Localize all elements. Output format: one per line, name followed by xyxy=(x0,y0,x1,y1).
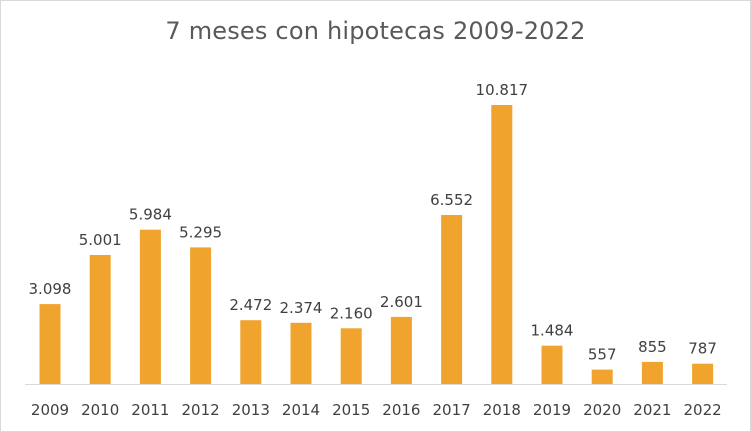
data-label-2015: 2.160 xyxy=(330,304,373,322)
bar-2019 xyxy=(541,345,563,384)
x-tick-label-2014: 2014 xyxy=(282,401,320,419)
x-tick-label-2020: 2020 xyxy=(583,401,621,419)
data-label-2010: 5.001 xyxy=(79,231,122,249)
data-label-2018: 10.817 xyxy=(476,81,529,99)
data-label-2012: 5.295 xyxy=(179,223,222,241)
chart-title: 7 meses con hipotecas 2009-2022 xyxy=(165,17,586,45)
bar-2016 xyxy=(390,316,412,384)
bar-2015 xyxy=(340,328,362,384)
x-tick-label-2021: 2021 xyxy=(633,401,671,419)
data-label-2019: 1.484 xyxy=(531,322,574,340)
bars-layer xyxy=(39,105,714,384)
bar-2011 xyxy=(139,229,161,384)
data-label-2009: 3.098 xyxy=(29,280,72,298)
data-label-2017: 6.552 xyxy=(430,191,473,209)
data-labels-layer: 3.098 5.001 5.984 5.295 2.472 2.374 2.160 2.601… xyxy=(29,81,717,364)
data-label-2014: 2.374 xyxy=(280,299,323,317)
data-label-2013: 2.472 xyxy=(229,296,272,314)
bar-2018 xyxy=(491,105,513,384)
data-label-2022: 787 xyxy=(688,340,717,358)
bar-2021 xyxy=(641,361,663,384)
x-tick-label-2012: 2012 xyxy=(182,401,220,419)
data-label-2021: 855 xyxy=(638,338,667,356)
x-tick-label-2009: 2009 xyxy=(31,401,69,419)
x-tick-label-2011: 2011 xyxy=(131,401,169,419)
bar-2014 xyxy=(290,322,312,384)
data-label-2020: 557 xyxy=(588,346,617,364)
bar-2012 xyxy=(190,247,212,384)
bar-2013 xyxy=(240,320,262,384)
bar-2022 xyxy=(692,363,714,384)
x-tick-label-2017: 2017 xyxy=(433,401,471,419)
data-label-2011: 5.984 xyxy=(129,206,172,224)
bar-2017 xyxy=(441,215,463,384)
x-tick-label-2010: 2010 xyxy=(81,401,119,419)
bar-2009 xyxy=(39,304,61,384)
x-tick-label-2019: 2019 xyxy=(533,401,571,419)
x-tick-label-2013: 2013 xyxy=(232,401,270,419)
tick-labels-layer: 2009 2010 2011 2012 2013 2014 2015 2016 2017 2018… xyxy=(31,401,722,419)
x-tick-label-2016: 2016 xyxy=(382,401,420,419)
bar-2020 xyxy=(591,369,613,384)
x-tick-label-2018: 2018 xyxy=(483,401,521,419)
x-tick-label-2015: 2015 xyxy=(332,401,370,419)
bar-2010 xyxy=(89,255,111,384)
x-tick-label-2022: 2022 xyxy=(684,401,722,419)
data-label-2016: 2.601 xyxy=(380,293,423,311)
